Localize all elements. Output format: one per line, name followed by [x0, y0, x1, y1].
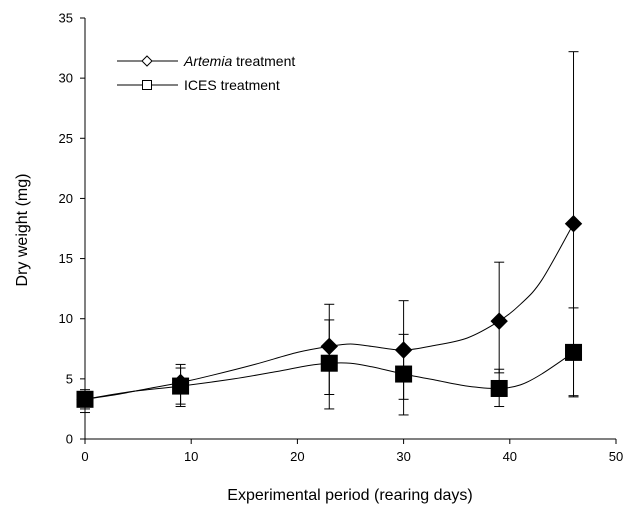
- legend-label-suffix: treatment: [232, 53, 295, 69]
- y-tick-label: 5: [66, 371, 73, 386]
- y-tick-label: 20: [59, 191, 73, 206]
- x-tick-label: 20: [290, 449, 304, 464]
- data-point: [172, 377, 190, 395]
- y-tick-label: 0: [66, 432, 73, 447]
- y-tick-label: 30: [59, 71, 73, 86]
- data-point: [320, 354, 338, 372]
- data-point: [564, 214, 583, 233]
- legend-label: ICES treatment: [184, 77, 280, 93]
- x-tick-label: 30: [396, 449, 410, 464]
- y-tick-label: 15: [59, 251, 73, 266]
- data-point: [565, 343, 583, 361]
- series-line: [84, 223, 574, 400]
- axes: [84, 18, 616, 440]
- ticks: 0 10 20 30 40 50 0 5 10 15 20 25 30 35: [59, 11, 623, 465]
- x-tick-label: 10: [184, 449, 198, 464]
- legend-label: Artemia treatment: [183, 53, 295, 69]
- series-line: [84, 351, 574, 400]
- data-point: [490, 312, 508, 330]
- x-tick-label: 50: [609, 449, 623, 464]
- series-ices: [76, 307, 583, 416]
- legend-label-species: Artemia: [183, 53, 232, 69]
- y-tick-label: 35: [59, 11, 73, 26]
- data-point: [490, 379, 508, 397]
- legend-marker: [141, 55, 153, 67]
- data-point: [395, 365, 413, 383]
- series-layer: [76, 51, 583, 416]
- legend-marker: [142, 80, 152, 90]
- data-point: [76, 390, 94, 408]
- x-tick-label: 0: [81, 449, 88, 464]
- x-tick-label: 40: [503, 449, 517, 464]
- y-axis-title: Dry weight (mg): [14, 174, 31, 287]
- y-tick-label: 25: [59, 131, 73, 146]
- legend: Artemia treatment ICES treatment: [117, 53, 295, 93]
- x-axis-title: Experimental period (rearing days): [227, 487, 472, 504]
- y-tick-label: 10: [59, 311, 73, 326]
